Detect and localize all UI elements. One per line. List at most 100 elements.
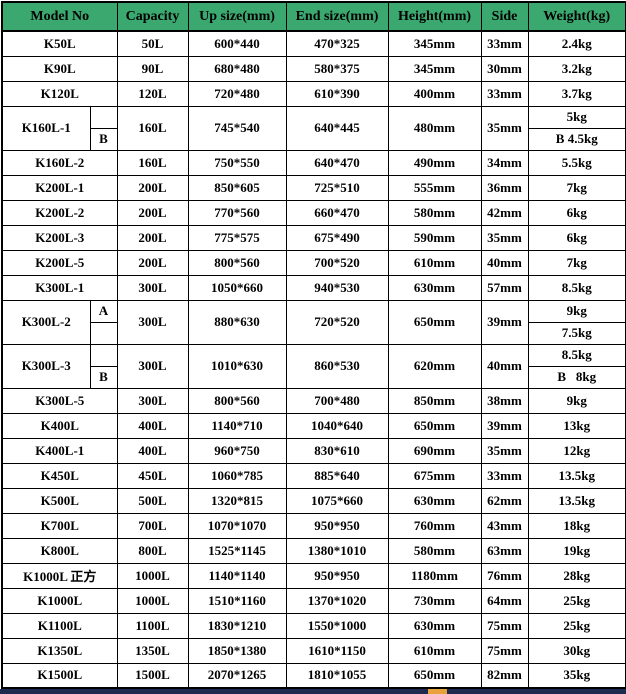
side-cell: 35mm	[480, 224, 529, 251]
weight-cell: 25kg	[527, 612, 626, 639]
table-row: K300L-2 A 300L 880*630 720*520 650mm 39mm 9kg	[1, 299, 626, 345]
height-cell: 690mm	[387, 437, 482, 464]
weight-cell: B 8kg	[527, 365, 626, 389]
up-size-cell: 745*540	[187, 105, 287, 151]
end-size-cell: 1075*660	[285, 487, 389, 514]
weight-cell: 3.2kg	[527, 55, 626, 82]
capacity-cell: 1000L	[116, 562, 189, 589]
table-row: K200L-1 200L 850*605 725*510 555mm 36mm 7kg	[1, 174, 626, 201]
letter-cell: A	[89, 299, 118, 323]
height-cell: 630mm	[387, 487, 482, 514]
capacity-cell: 1500L	[116, 662, 189, 689]
end-size-cell: 950*950	[285, 562, 389, 589]
side-cell: 33mm	[480, 30, 529, 57]
weight-cell: 8.5kg	[527, 274, 626, 301]
model-cell: K700L	[1, 512, 118, 539]
model-cell: K300L-1	[1, 274, 118, 301]
table-row: K1000L 正方 1000L 1140*1140 950*950 1180mm 76mm…	[1, 562, 626, 589]
side-cell: 38mm	[480, 387, 529, 414]
height-cell: 610mm	[387, 637, 482, 664]
capacity-cell: 450L	[116, 462, 189, 489]
header-cell-model-no: Model No	[1, 1, 118, 32]
up-size-cell: 880*630	[187, 299, 287, 345]
capacity-cell: 120L	[116, 80, 189, 107]
end-size-cell: 675*490	[285, 224, 389, 251]
end-size-cell: 700*480	[285, 387, 389, 414]
letter-cell	[89, 343, 118, 367]
model-cell: K1000L 正方	[1, 562, 118, 589]
weight-cell: 9kg	[527, 299, 626, 323]
end-size-cell: 640*470	[285, 149, 389, 176]
height-cell: 650mm	[387, 299, 482, 345]
table-row: K160L-1 160L 745*540 640*445 480mm 35mm 5kg	[1, 105, 626, 151]
capacity-cell: 200L	[116, 249, 189, 276]
up-size-cell: 1050*660	[187, 274, 287, 301]
table-row: K300L-1 300L 1050*660 940*530 630mm 57mm 8.5kg	[1, 274, 626, 301]
up-size-cell: 1320*815	[187, 487, 287, 514]
side-cell: 43mm	[480, 512, 529, 539]
side-cell: 75mm	[480, 612, 529, 639]
height-cell: 590mm	[387, 224, 482, 251]
weight-cell: 2.4kg	[527, 30, 626, 57]
bottom-bar	[0, 689, 626, 694]
capacity-cell: 160L	[116, 149, 189, 176]
letter-cell: B	[89, 127, 118, 151]
up-size-cell: 800*560	[187, 249, 287, 276]
model-cell: K1000L	[1, 587, 118, 614]
model-cell: K800L	[1, 537, 118, 564]
table-row: K500L 500L 1320*815 1075*660 630mm 62mm 13.5kg	[1, 487, 626, 514]
weight-cell: 25kg	[527, 587, 626, 614]
table-row: K450L 450L 1060*785 885*640 675mm 33mm 13.5kg	[1, 462, 626, 489]
up-size-cell: 2070*1265	[187, 662, 287, 689]
weight-cell: 13.5kg	[527, 487, 626, 514]
model-cell: K300L-3	[1, 343, 91, 389]
up-size-cell: 1850*1380	[187, 637, 287, 664]
header-row: Model No Capacity Up size(mm) End size(m…	[1, 1, 626, 32]
letter-cell: B	[89, 365, 118, 389]
capacity-cell: 200L	[116, 174, 189, 201]
weight-cell: 5kg	[527, 105, 626, 129]
model-cell: K160L-2	[1, 149, 118, 176]
model-cell: K500L	[1, 487, 118, 514]
up-size-cell: 1525*1145	[187, 537, 287, 564]
weight-cell: 28kg	[527, 562, 626, 589]
table-row: K160L-2 160L 750*550 640*470 490mm 34mm 5.5kg	[1, 149, 626, 176]
side-cell: 35mm	[480, 105, 529, 151]
model-cell: K1100L	[1, 612, 118, 639]
weight-cell: 13.5kg	[527, 462, 626, 489]
capacity-cell: 50L	[116, 30, 189, 57]
capacity-cell: 300L	[116, 299, 189, 345]
table-row: K400L-1 400L 960*750 830*610 690mm 35mm 12kg	[1, 437, 626, 464]
up-size-cell: 680*480	[187, 55, 287, 82]
height-cell: 345mm	[387, 55, 482, 82]
weight-cell: 12kg	[527, 437, 626, 464]
height-cell: 630mm	[387, 612, 482, 639]
side-cell: 42mm	[480, 199, 529, 226]
weight-cell: 8.5kg	[527, 343, 626, 367]
bottom-accent-segment	[428, 689, 447, 694]
height-cell: 650mm	[387, 412, 482, 439]
table-row: K300L-5 300L 800*560 700*480 850mm 38mm 9kg	[1, 387, 626, 414]
capacity-cell: 500L	[116, 487, 189, 514]
model-cell: K300L-2	[1, 299, 91, 345]
end-size-cell: 610*390	[285, 80, 389, 107]
table-row: K120L 120L 720*480 610*390 400mm 33mm 3.7kg	[1, 80, 626, 107]
capacity-cell: 200L	[116, 224, 189, 251]
model-cell: K400L-1	[1, 437, 118, 464]
weight-cell: 7kg	[527, 249, 626, 276]
side-cell: 40mm	[480, 343, 529, 389]
up-size-cell: 1140*1140	[187, 562, 287, 589]
model-cell: K200L-1	[1, 174, 118, 201]
side-cell: 36mm	[480, 174, 529, 201]
capacity-cell: 700L	[116, 512, 189, 539]
end-size-cell: 640*445	[285, 105, 389, 151]
capacity-cell: 1000L	[116, 587, 189, 614]
table-row: K700L 700L 1070*1070 950*950 760mm 43mm 18kg	[1, 512, 626, 539]
weight-cell: 35kg	[527, 662, 626, 689]
table-row: K200L-3 200L 775*575 675*490 590mm 35mm 6kg	[1, 224, 626, 251]
side-cell: 64mm	[480, 587, 529, 614]
side-cell: 40mm	[480, 249, 529, 276]
table-row: K1350L 1350L 1850*1380 1610*1150 610mm 75mm 30…	[1, 637, 626, 664]
model-cell: K200L-2	[1, 199, 118, 226]
